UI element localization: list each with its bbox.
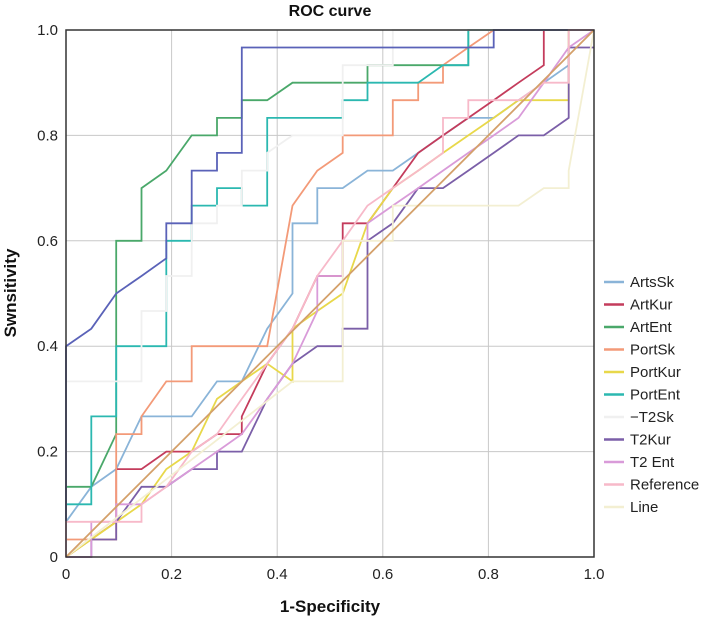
x-tick-label: 0.4 — [267, 566, 288, 583]
legend-label: PortSk — [630, 342, 676, 359]
x-tick-label: 0.8 — [478, 566, 499, 583]
y-tick-label: 0.6 — [37, 233, 58, 250]
series-line-portsk — [65, 29, 594, 557]
legend-label: ArtsSk — [630, 274, 675, 291]
series-line-diagonal — [65, 29, 595, 558]
series-line-reference — [65, 29, 594, 557]
series-layer — [65, 29, 595, 558]
x-axis-title: 1-Specificity — [280, 597, 381, 616]
y-axis-title: Swnsitivity — [1, 248, 20, 337]
y-tick-label: 1.0 — [37, 22, 58, 39]
legend-label: ArtKur — [630, 297, 673, 314]
legend-label: PortKur — [630, 364, 681, 381]
y-tick-label: 0.4 — [37, 338, 58, 355]
plot-frame — [65, 29, 595, 558]
legend-label: T2Kur — [630, 432, 671, 449]
legend-label: Line — [630, 499, 658, 516]
series-line-t2-ent-steep — [65, 29, 594, 557]
legend-label: −T2Sk — [630, 409, 674, 426]
x-tick-label: 0 — [62, 566, 70, 583]
y-tick-label: 0.8 — [37, 127, 58, 144]
x-tick-label: 1.0 — [584, 566, 605, 583]
series-line-t2sk — [65, 29, 594, 557]
legend-label: Reference — [630, 477, 699, 494]
x-tick-labels: 0 0.2 0.4 0.6 0.8 1.0 — [62, 566, 605, 583]
legend-label: T2 Ent — [630, 454, 675, 471]
y-tick-label: 0 — [50, 549, 58, 566]
y-tick-labels: 0 0.2 0.4 0.6 0.8 1.0 — [37, 22, 58, 566]
x-tick-label: 0.2 — [161, 566, 182, 583]
chart-title: ROC curve — [289, 3, 372, 20]
y-tick-label: 0.2 — [37, 444, 58, 461]
legend-label: PortEnt — [630, 387, 681, 404]
series-line-line — [65, 29, 595, 558]
legend: ArtsSk ArtKur ArtEnt PortSk PortKur PortEnt −T… — [604, 274, 699, 516]
legend-label: ArtEnt — [630, 319, 673, 336]
x-tick-label: 0.6 — [372, 566, 393, 583]
series-line-portent — [65, 29, 594, 557]
